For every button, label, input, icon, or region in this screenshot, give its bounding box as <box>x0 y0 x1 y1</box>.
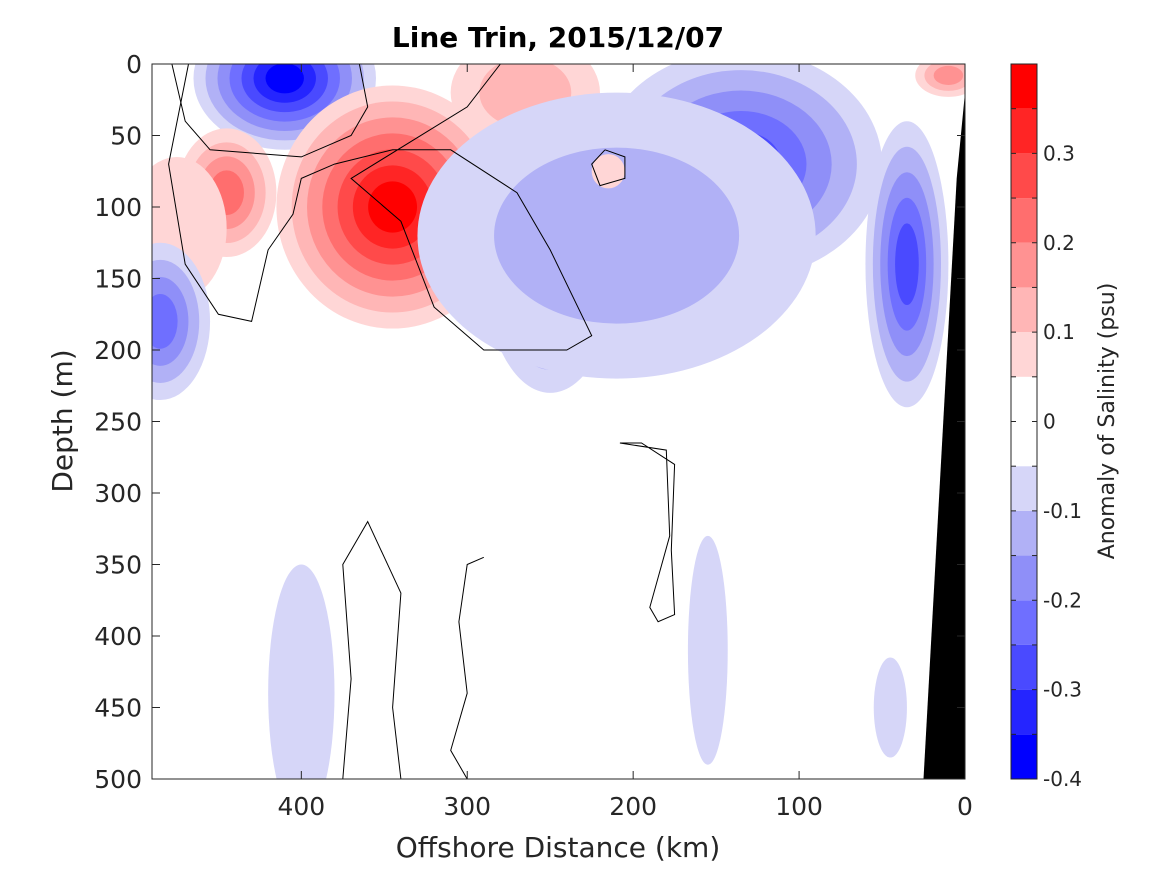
colorbar-swatch <box>1011 466 1037 511</box>
colorbar-swatch <box>1011 555 1037 601</box>
y-tick-label: 350 <box>94 551 142 580</box>
zero-contour-4 <box>342 520 402 779</box>
anomaly-level <box>591 154 625 189</box>
colorbar-tick-label: 0.2 <box>1043 231 1075 255</box>
zero-contour-1 <box>168 64 593 351</box>
colorbar-swatch <box>1011 734 1037 779</box>
y-tick-label: 400 <box>94 622 142 651</box>
colorbar-swatch <box>1011 689 1037 735</box>
y-tick-label: 300 <box>94 479 142 508</box>
colorbar-frame <box>1010 63 1038 780</box>
anomaly-features <box>152 64 965 779</box>
y-tick-label: 500 <box>94 765 142 794</box>
x-tick-label: 200 <box>609 792 657 821</box>
axes: 400 300 200 100 0 0 50 100 150 200 250 300 350 400 450… <box>94 50 973 821</box>
colorbar-tick-label: -0.4 <box>1043 767 1082 791</box>
colorbar-swatch <box>1011 242 1037 288</box>
anomaly-feature-14 <box>591 154 625 189</box>
zero-contour-2 <box>591 149 626 187</box>
anomaly-level <box>152 294 178 349</box>
y-tick-label: 200 <box>94 336 142 365</box>
y-tick-label: 50 <box>110 122 142 151</box>
colorbar-swatch <box>1011 600 1037 645</box>
x-tick-label: 0 <box>957 792 973 821</box>
colorbar-tick-label: 0.1 <box>1043 320 1075 344</box>
colorbar-swatch <box>1011 644 1037 690</box>
colorbar-swatch <box>1011 108 1037 154</box>
colorbar-swatch <box>1011 510 1037 556</box>
anomaly-feature-6 <box>152 242 211 401</box>
anomaly-feature-13 <box>873 657 907 758</box>
colorbar-label: Anomaly of Salinity (psu) <box>1095 283 1120 560</box>
y-tick-label: 100 <box>94 193 142 222</box>
zero-contour-5 <box>450 556 484 779</box>
anomaly-level <box>268 564 335 779</box>
colorbar-tick-label: -0.2 <box>1043 588 1082 612</box>
anomaly-level <box>494 147 740 324</box>
colorbar-swatch <box>1011 64 1037 109</box>
anomaly-level <box>265 64 304 94</box>
anomaly-feature-10 <box>865 121 949 408</box>
colorbar-tick-label: -0.1 <box>1043 499 1082 523</box>
colorbar-tick-label: 0 <box>1043 410 1056 434</box>
colorbar-swatch <box>1011 153 1037 199</box>
anomaly-feature-9 <box>417 92 816 379</box>
anomaly-feature-12 <box>687 535 728 765</box>
chart-title: Line Trin, 2015/12/07 <box>392 21 724 54</box>
y-tick-label: 150 <box>94 265 142 294</box>
zero-contour-0 <box>171 64 369 158</box>
x-tick-label: 300 <box>443 792 491 821</box>
y-axis-label: Depth (m) <box>46 349 79 492</box>
anomaly-level <box>687 535 728 765</box>
colorbar-swatch <box>1011 332 1037 377</box>
colorbar-swatch <box>1011 287 1037 333</box>
anomaly-level <box>895 223 919 306</box>
y-tick-label: 0 <box>126 50 142 79</box>
zero-contours <box>168 64 676 779</box>
zero-contour-3 <box>619 442 676 623</box>
x-tick-label: 400 <box>277 792 325 821</box>
colorbar-tick-label: -0.3 <box>1043 678 1082 702</box>
x-tick-label: 100 <box>775 792 823 821</box>
colorbar-swatch <box>1011 198 1037 243</box>
anomaly-level <box>873 657 907 758</box>
y-tick-label: 450 <box>94 694 142 723</box>
colorbar-tick-label: 0.3 <box>1043 141 1075 165</box>
anomaly-feature-11 <box>268 564 335 779</box>
anomaly-feature-5 <box>915 64 965 97</box>
plot-area <box>152 64 965 779</box>
y-tick-label: 250 <box>94 408 142 437</box>
anomaly-level <box>368 181 418 233</box>
x-axis-label: Offshore Distance (km) <box>396 831 721 864</box>
bathymetry-land <box>923 92 965 779</box>
colorbar: 0.3 0.2 0.1 0 -0.1 -0.2 -0.3 -0.4 <box>1010 63 1082 791</box>
anomaly-level <box>933 65 964 85</box>
